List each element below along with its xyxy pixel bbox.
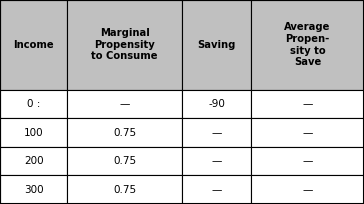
Text: 0 :: 0 : (27, 99, 40, 109)
Bar (67, 147, 182, 175)
Bar (251, 175, 364, 204)
Bar (251, 90, 364, 118)
Text: -90: -90 (208, 99, 225, 109)
Text: Average
Propen-
sity to
Save: Average Propen- sity to Save (284, 22, 331, 67)
Bar (251, 118, 364, 147)
Text: —: — (211, 128, 222, 138)
Text: 300: 300 (24, 185, 43, 195)
Bar (67, 90, 182, 118)
Bar (182, 175, 251, 204)
Bar (0, 90, 67, 118)
Text: Income: Income (13, 40, 54, 50)
Text: —: — (302, 185, 313, 195)
Text: Saving: Saving (197, 40, 236, 50)
Text: —: — (302, 99, 313, 109)
Bar (0, 118, 67, 147)
Text: —: — (211, 185, 222, 195)
Text: —: — (211, 156, 222, 166)
Bar (182, 0, 251, 90)
Bar (67, 0, 182, 90)
Text: 100: 100 (24, 128, 43, 138)
Bar (0, 175, 67, 204)
Text: —: — (119, 99, 130, 109)
Bar (182, 118, 251, 147)
Bar (67, 118, 182, 147)
Text: 0.75: 0.75 (113, 156, 136, 166)
Bar (67, 175, 182, 204)
Text: 0.75: 0.75 (113, 128, 136, 138)
Text: Marginal
Propensity
to Consume: Marginal Propensity to Consume (91, 28, 158, 61)
Text: 0.75: 0.75 (113, 185, 136, 195)
Bar (251, 0, 364, 90)
Bar (0, 0, 67, 90)
Bar (0, 147, 67, 175)
Bar (182, 90, 251, 118)
Bar (251, 147, 364, 175)
Text: 200: 200 (24, 156, 43, 166)
Text: —: — (302, 156, 313, 166)
Text: —: — (302, 128, 313, 138)
Bar (182, 147, 251, 175)
